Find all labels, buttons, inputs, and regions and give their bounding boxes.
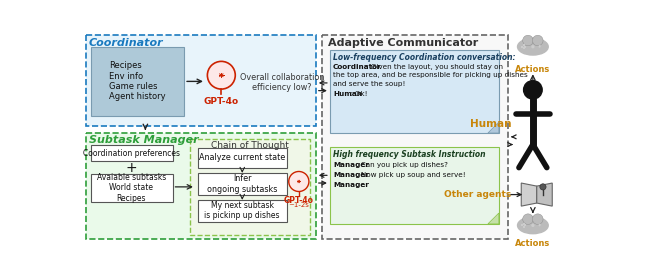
Bar (190, 139, 310, 235)
Text: My next subtask
is pickinp up dishes: My next subtask is pickinp up dishes (205, 201, 280, 221)
Bar (523, 47, 525, 49)
Text: and serve the soup!: and serve the soup! (333, 81, 406, 87)
Text: Analyze current state: Analyze current state (199, 153, 285, 162)
Bar (91, 47, 184, 116)
Circle shape (531, 45, 534, 48)
Circle shape (532, 35, 543, 46)
Text: Human: Human (470, 119, 511, 129)
Text: GPT-4o: GPT-4o (203, 97, 239, 106)
Circle shape (539, 224, 541, 226)
Bar (522, 224, 524, 226)
Circle shape (289, 172, 309, 192)
Bar (198, 149, 287, 168)
Text: +: + (125, 161, 137, 175)
Text: Actions: Actions (515, 239, 550, 248)
Text: : Given the layout, you should stay on: : Given the layout, you should stay on (366, 64, 503, 70)
Text: High frequency Subtask Instruction: High frequency Subtask Instruction (333, 150, 486, 159)
Text: Coordination preferences: Coordination preferences (83, 149, 180, 158)
Bar (524, 224, 526, 226)
Bar (198, 173, 287, 195)
Text: Chain of Thought: Chain of Thought (211, 141, 289, 150)
Text: Manager: Manager (333, 182, 369, 188)
Text: Recipes
Env info
Game rules
Agent history: Recipes Env info Game rules Agent histor… (109, 61, 166, 101)
Circle shape (539, 45, 541, 47)
Text: Manager: Manager (333, 162, 369, 168)
Polygon shape (488, 213, 499, 224)
Polygon shape (521, 183, 537, 206)
Text: the top area, and be responsible for picking up dishes: the top area, and be responsible for pic… (333, 72, 528, 78)
Circle shape (523, 35, 534, 46)
Circle shape (540, 184, 546, 190)
Bar (523, 226, 525, 228)
Bar (322, 35, 508, 239)
Bar (329, 50, 499, 133)
Circle shape (538, 46, 540, 48)
Bar (329, 147, 499, 224)
Circle shape (531, 224, 534, 227)
Text: Coordinator: Coordinator (333, 64, 382, 70)
Bar (85, 35, 316, 126)
Polygon shape (537, 183, 552, 206)
Circle shape (523, 214, 534, 224)
Text: Avaiable subtasks
World state
Recipes: Avaiable subtasks World state Recipes (97, 173, 166, 202)
Text: Infer
ongoing subtasks: Infer ongoing subtasks (207, 174, 277, 193)
Text: Overall collaboration
efficiency low?: Overall collaboration efficiency low? (240, 73, 324, 92)
Polygon shape (488, 122, 499, 133)
Text: Coordinator: Coordinator (89, 38, 163, 47)
Text: : Can you pick up dishes?: : Can you pick up dishes? (356, 162, 448, 168)
Ellipse shape (518, 38, 548, 55)
Text: Human: Human (333, 91, 362, 97)
Bar (524, 46, 526, 48)
Bar (522, 46, 524, 48)
Text: : ...: : ... (356, 182, 368, 188)
Bar (198, 200, 287, 222)
Bar (523, 44, 525, 46)
Text: Low-frequency Coordination conversation:: Low-frequency Coordination conversation: (333, 53, 516, 62)
Text: Actions: Actions (515, 65, 550, 74)
Text: Other agents: Other agents (444, 190, 511, 199)
Circle shape (524, 81, 542, 99)
Circle shape (538, 224, 540, 226)
Ellipse shape (518, 217, 548, 234)
Bar (523, 223, 525, 225)
Text: : Now pick up soup and serve!: : Now pick up soup and serve! (356, 172, 466, 178)
Text: GPT-4o: GPT-4o (284, 196, 314, 205)
Text: ~1-2s: ~1-2s (288, 202, 309, 208)
Bar (91, 144, 173, 161)
Text: : Ok!: : Ok! (350, 91, 368, 97)
Text: Adaptive Communicator: Adaptive Communicator (327, 38, 478, 48)
Text: Subtask Manager: Subtask Manager (89, 135, 198, 145)
Bar (91, 174, 173, 201)
Circle shape (532, 214, 543, 224)
Bar (85, 133, 316, 239)
Circle shape (207, 61, 235, 89)
Text: Manager: Manager (333, 172, 369, 178)
